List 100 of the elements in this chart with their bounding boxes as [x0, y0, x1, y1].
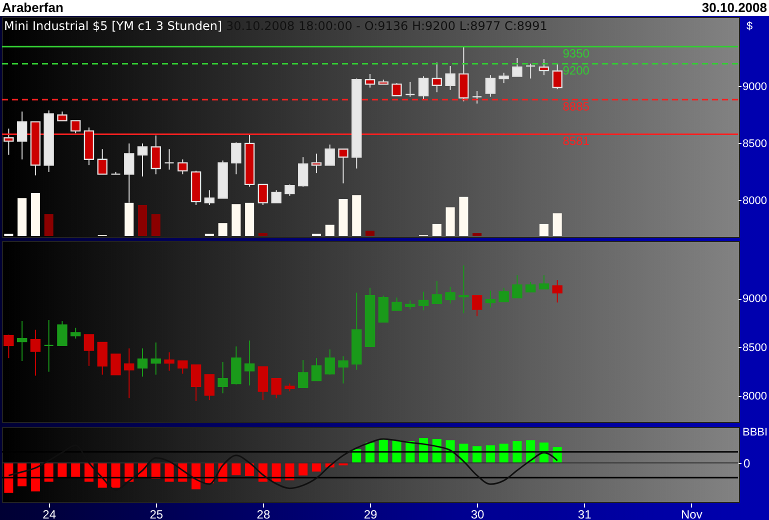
- candlestick: [298, 156, 308, 188]
- candlestick: [70, 120, 81, 134]
- candlestick: [164, 148, 174, 170]
- bar: [44, 462, 54, 482]
- candlestick: [57, 111, 68, 122]
- bar: [232, 462, 241, 476]
- bar: [512, 441, 522, 463]
- bar: [71, 462, 80, 477]
- candlestick: [498, 72, 509, 84]
- candlestick: [472, 295, 482, 317]
- bar: [352, 195, 362, 236]
- bar: [4, 462, 14, 493]
- text: 30.10.2008: [702, 0, 767, 15]
- y-tick-label: 8500: [742, 138, 767, 150]
- candlestick: [472, 90, 482, 104]
- candlestick: [445, 65, 456, 90]
- y-axis-title: $: [746, 20, 753, 32]
- candlestick: [324, 144, 335, 166]
- ref-line-label: 8581: [562, 134, 590, 148]
- bar: [312, 462, 321, 472]
- candlestick: [4, 128, 14, 156]
- candlestick: [271, 190, 282, 204]
- x-tick-label: 29: [364, 508, 378, 520]
- bar: [124, 202, 134, 236]
- candlestick: [498, 287, 509, 302]
- bar: [472, 232, 482, 236]
- bar: [366, 230, 374, 236]
- x-tick-label: 24: [42, 508, 56, 520]
- bar: [459, 196, 468, 236]
- candlestick: [538, 58, 550, 76]
- candlestick: [231, 142, 242, 175]
- candlestick: [432, 62, 442, 93]
- x-tick-label: 30: [470, 508, 485, 520]
- candlestick: [525, 63, 536, 80]
- candlestick: [485, 74, 496, 98]
- candlestick: [97, 342, 108, 376]
- candlestick: [458, 264, 469, 314]
- candlestick: [218, 362, 228, 394]
- bar: [151, 214, 160, 236]
- candlestick: [392, 297, 402, 311]
- candlestick: [525, 281, 536, 292]
- ref-line-label: 9350: [562, 46, 590, 61]
- candlestick: [418, 76, 429, 100]
- candlestick: [445, 286, 456, 304]
- candlestick: [57, 320, 68, 346]
- candlestick: [4, 334, 14, 359]
- candlestick: [405, 81, 416, 98]
- bar: [111, 462, 120, 488]
- ref-line-label: 9200: [562, 64, 590, 78]
- candlestick: [178, 158, 188, 175]
- bar: [539, 224, 548, 236]
- bar: [298, 462, 308, 476]
- bar: [325, 224, 334, 236]
- candlestick: [338, 356, 348, 384]
- bar: [552, 213, 562, 236]
- candlestick: [204, 374, 215, 401]
- bar: [44, 214, 54, 236]
- y-tick-label: 8000: [742, 194, 767, 207]
- text: 0: [744, 456, 750, 470]
- candlestick: [190, 364, 202, 402]
- candlestick: [552, 63, 562, 90]
- bar: [432, 224, 442, 236]
- candlestick: [512, 274, 522, 298]
- candlestick: [70, 327, 81, 340]
- bar: [18, 198, 27, 236]
- candlestick: [44, 320, 54, 372]
- candlestick: [538, 274, 550, 290]
- candlestick: [164, 352, 174, 372]
- text: Araberfan: [2, 0, 64, 15]
- bar: [338, 199, 348, 236]
- bar: [232, 204, 241, 236]
- candlestick: [30, 329, 41, 376]
- candlestick: [16, 111, 28, 160]
- candlestick: [110, 354, 121, 376]
- candlestick: [124, 348, 134, 399]
- bar: [258, 232, 268, 236]
- candlestick: [324, 348, 335, 376]
- candlestick: [178, 360, 188, 374]
- bar: [472, 446, 482, 463]
- y-tick-label: 9000: [742, 293, 767, 306]
- bar: [138, 205, 148, 236]
- candlestick: [97, 148, 108, 175]
- x-tick-label: 31: [578, 508, 592, 520]
- candlestick: [271, 378, 282, 399]
- candlestick: [364, 73, 376, 88]
- y-tick-label: 9000: [742, 80, 767, 93]
- candlestick: [432, 280, 442, 304]
- candlestick: [458, 46, 469, 102]
- candlestick: [418, 291, 429, 311]
- candlestick: [16, 320, 28, 362]
- candlestick: [137, 348, 148, 378]
- chart-title: Mini Industrial $5 [YM c1 3 Stunden]: [4, 19, 222, 33]
- y-tick-label: 8000: [742, 390, 767, 403]
- x-tick-label: 25: [150, 508, 164, 520]
- candlestick: [552, 280, 562, 303]
- candlestick: [258, 184, 268, 206]
- candlestick: [512, 58, 522, 77]
- candlestick: [150, 342, 161, 376]
- candlestick: [392, 82, 402, 96]
- y-tick-label: 8500: [742, 342, 767, 354]
